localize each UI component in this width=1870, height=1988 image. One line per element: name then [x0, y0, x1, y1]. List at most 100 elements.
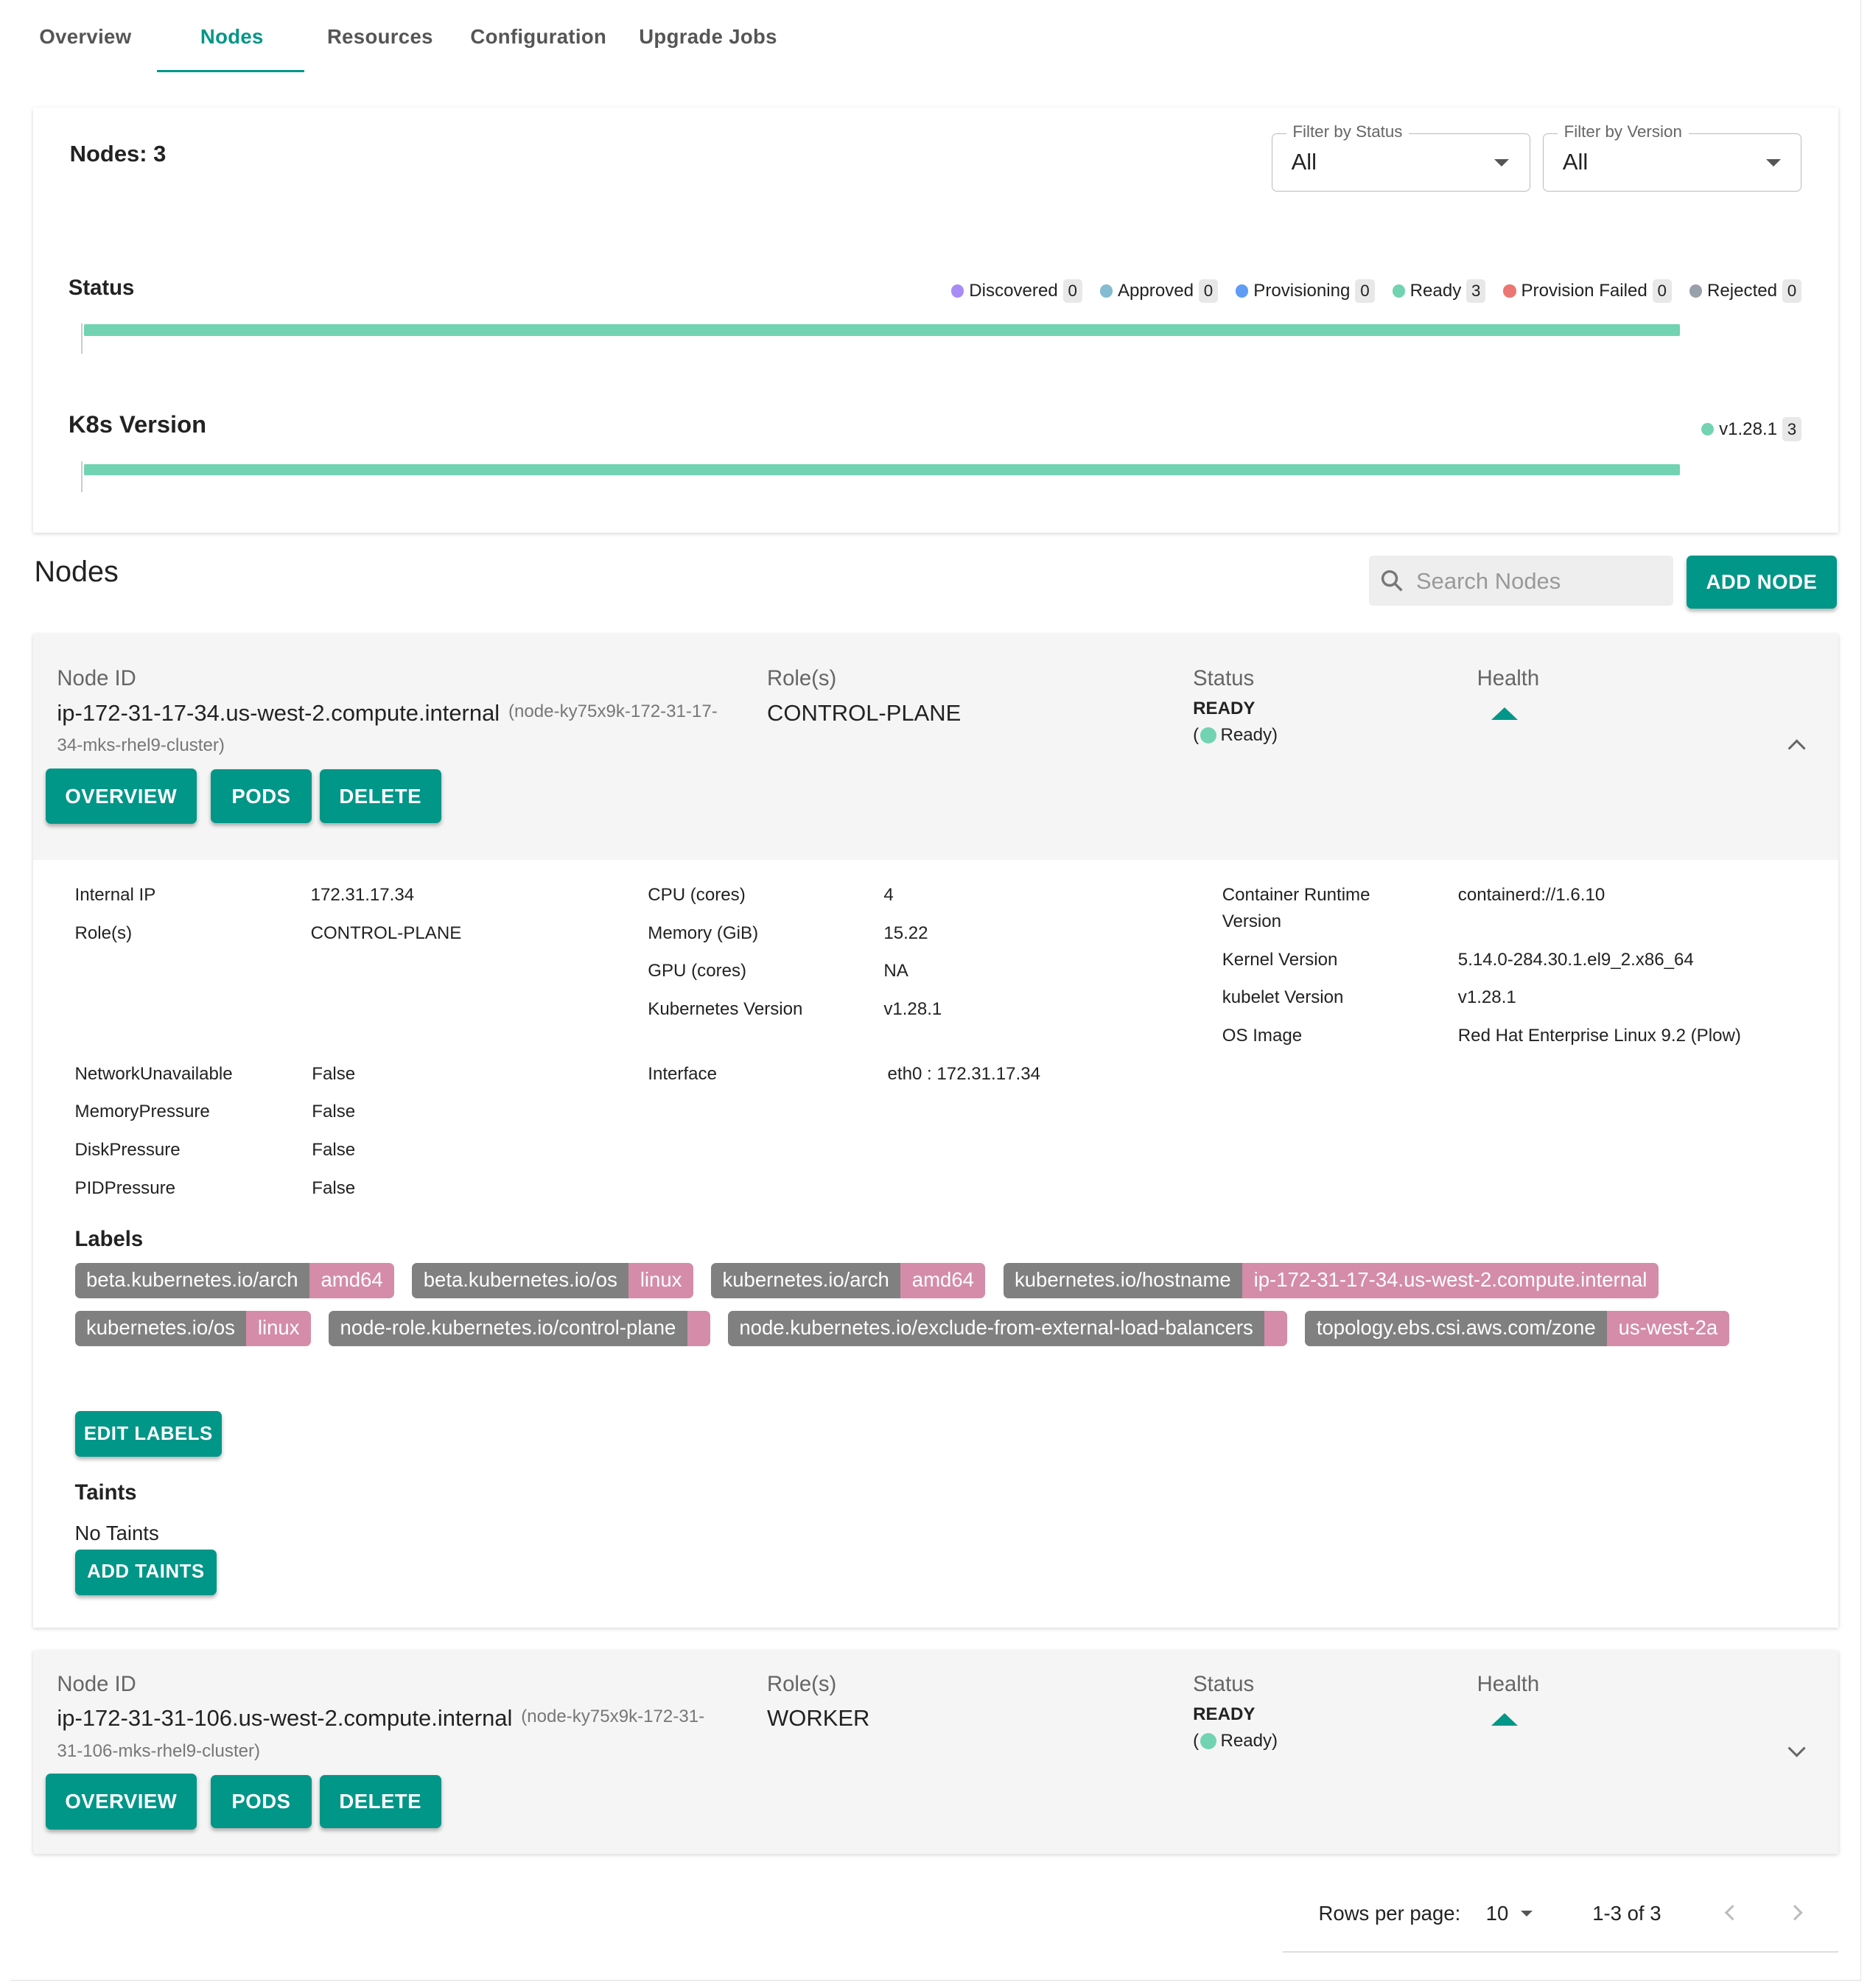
tab-upgrade-jobs[interactable]: Upgrade Jobs	[639, 25, 777, 49]
detail-key: Kernel Version	[1222, 949, 1338, 970]
filter-version-value: All	[1562, 149, 1589, 175]
detail-value: CONTROL-PLANE	[310, 923, 462, 943]
label-chip: node.kubernetes.io/exclude-from-external…	[727, 1311, 1288, 1347]
nodes-section-title: Nodes	[34, 555, 119, 588]
col-node-id: Node ID	[57, 1672, 136, 1696]
tab-configuration[interactable]: Configuration	[470, 25, 607, 49]
node-status-detail: (Ready)	[1193, 1731, 1278, 1751]
add-node-button[interactable]: ADD NODE	[1686, 555, 1838, 609]
detail-key: Version	[1222, 911, 1282, 932]
overview-button[interactable]: OVERVIEW	[45, 768, 197, 825]
detail-value: eth0 : 172.31.17.34	[887, 1063, 1041, 1084]
label-value: amd64	[900, 1262, 986, 1298]
node-role: CONTROL-PLANE	[767, 699, 962, 726]
tab-overview[interactable]: Overview	[39, 25, 132, 49]
filter-version-label: Filter by Version	[1558, 122, 1689, 142]
legend-label: Discovered	[969, 280, 1058, 301]
status-detail-text: Ready)	[1220, 1730, 1278, 1751]
node-header[interactable]	[32, 634, 1838, 860]
k8s-version-title: K8s Version	[68, 410, 207, 438]
active-tab-indicator	[157, 69, 304, 73]
label-value	[1264, 1311, 1288, 1347]
overview-button[interactable]: OVERVIEW	[45, 1774, 197, 1830]
col-roles: Role(s)	[767, 667, 837, 691]
nodes-count: Nodes: 3	[69, 140, 167, 167]
detail-key: MemoryPressure	[74, 1102, 210, 1122]
label-key: kubernetes.io/os	[74, 1311, 247, 1347]
detail-key: kubelet Version	[1222, 987, 1344, 1008]
legend-item-approved: Approved 0	[1099, 279, 1219, 304]
node-id-part: (node-ky75x9k-172-31-	[521, 1707, 705, 1727]
legend-item-v1-28-1: v1.28.1 3	[1701, 417, 1802, 441]
status-bar-ready	[83, 324, 1680, 336]
legend-item-provision-failed: Provision Failed 0	[1503, 279, 1672, 304]
label-key: topology.ebs.csi.aws.com/zone	[1305, 1311, 1608, 1347]
detail-value: NA	[883, 961, 908, 981]
node-card: Node ID Role(s) Status Health ip-172-31-…	[32, 634, 1838, 1628]
legend-item-discovered: Discovered 0	[951, 279, 1082, 304]
detail-key: Role(s)	[74, 923, 133, 943]
node-role: WORKER	[767, 1705, 870, 1732]
legend-dot-icon	[1689, 284, 1703, 298]
tab-resources[interactable]: Resources	[326, 25, 433, 49]
legend-label: v1.28.1	[1719, 419, 1778, 439]
node-hostname: ip-172-31-17-34.us-west-2.compute.intern…	[57, 699, 500, 726]
label-value: linux	[246, 1311, 311, 1347]
label-chip: kubernetes.io/os linux	[74, 1311, 311, 1347]
node-status-detail: (Ready)	[1193, 725, 1278, 746]
node-card: Node ID Role(s) Status Health ip-172-31-…	[32, 1651, 1838, 1854]
legend-count: 0	[1652, 279, 1672, 304]
add-taints-button[interactable]: ADD TAINTS	[74, 1549, 217, 1595]
detail-value: 172.31.17.34	[310, 885, 415, 906]
status-legend: Discovered 0 Approved 0 Provisioning 0 Ready 3 P…	[951, 279, 1802, 304]
label-chip: topology.ebs.csi.aws.com/zone us-west-2a	[1305, 1311, 1729, 1347]
page-frame	[10, 0, 1861, 1981]
rows-per-page-value: 10	[1485, 1902, 1509, 1925]
edit-labels-button[interactable]: EDIT LABELS	[74, 1411, 223, 1457]
labels-title: Labels	[74, 1227, 144, 1251]
legend-label: Ready	[1409, 280, 1462, 301]
detail-value: False	[312, 1102, 356, 1122]
detail-value: v1.28.1	[1457, 987, 1516, 1008]
caret-down-icon	[1765, 159, 1781, 167]
delete-button[interactable]: DELETE	[319, 769, 441, 823]
node-hostname: ip-172-31-31-106.us-west-2.compute.inter…	[57, 1705, 513, 1732]
pods-button[interactable]: PODS	[210, 769, 312, 823]
col-roles: Role(s)	[767, 1672, 837, 1696]
col-health: Health	[1477, 1672, 1540, 1696]
label-chip: beta.kubernetes.io/os linux	[412, 1262, 693, 1298]
filter-status-select[interactable]: Filter by Status All	[1271, 122, 1530, 192]
label-value: linux	[628, 1262, 693, 1298]
detail-key: GPU (cores)	[648, 961, 747, 981]
legend-label: Provisioning	[1253, 280, 1351, 301]
version-bar	[83, 463, 1680, 476]
version-legend: v1.28.1 3	[1701, 417, 1802, 441]
pods-button[interactable]: PODS	[210, 1774, 312, 1829]
rows-per-page-label: Rows per page:	[1318, 1902, 1461, 1925]
legend-item-provisioning: Provisioning 0	[1236, 279, 1375, 304]
pagination-divider	[1283, 1951, 1838, 1953]
delete-button[interactable]: DELETE	[319, 1774, 441, 1829]
label-chip: kubernetes.io/arch amd64	[710, 1262, 986, 1298]
ready-dot-icon	[1200, 1732, 1217, 1749]
legend-dot-icon	[951, 284, 964, 298]
detail-key: DiskPressure	[74, 1139, 181, 1160]
label-chip: node-role.kubernetes.io/control-plane	[329, 1311, 710, 1347]
tab-nodes[interactable]: Nodes	[200, 25, 264, 49]
label-key: node-role.kubernetes.io/control-plane	[329, 1311, 687, 1347]
pagination-range: 1-3 of 3	[1592, 1902, 1661, 1925]
detail-key: Kubernetes Version	[648, 998, 803, 1019]
detail-key: PIDPressure	[74, 1177, 176, 1198]
detail-value: False	[312, 1177, 356, 1198]
detail-value: v1.28.1	[883, 998, 942, 1019]
caret-down-icon	[1494, 159, 1510, 167]
filter-version-select[interactable]: Filter by Version All	[1543, 122, 1802, 192]
labels-list: beta.kubernetes.io/arch amd64 beta.kuberne…	[74, 1262, 1787, 1347]
search-nodes-input[interactable]: Search Nodes	[1369, 555, 1674, 606]
node-id-part: 31-106-mks-rhel9-cluster)	[57, 1740, 261, 1761]
detail-value: False	[312, 1139, 356, 1160]
rows-per-page-select[interactable]: 10	[1486, 1902, 1533, 1925]
legend-dot-icon	[1099, 284, 1113, 298]
label-chip: beta.kubernetes.io/arch amd64	[74, 1262, 395, 1298]
search-placeholder: Search Nodes	[1416, 567, 1561, 594]
